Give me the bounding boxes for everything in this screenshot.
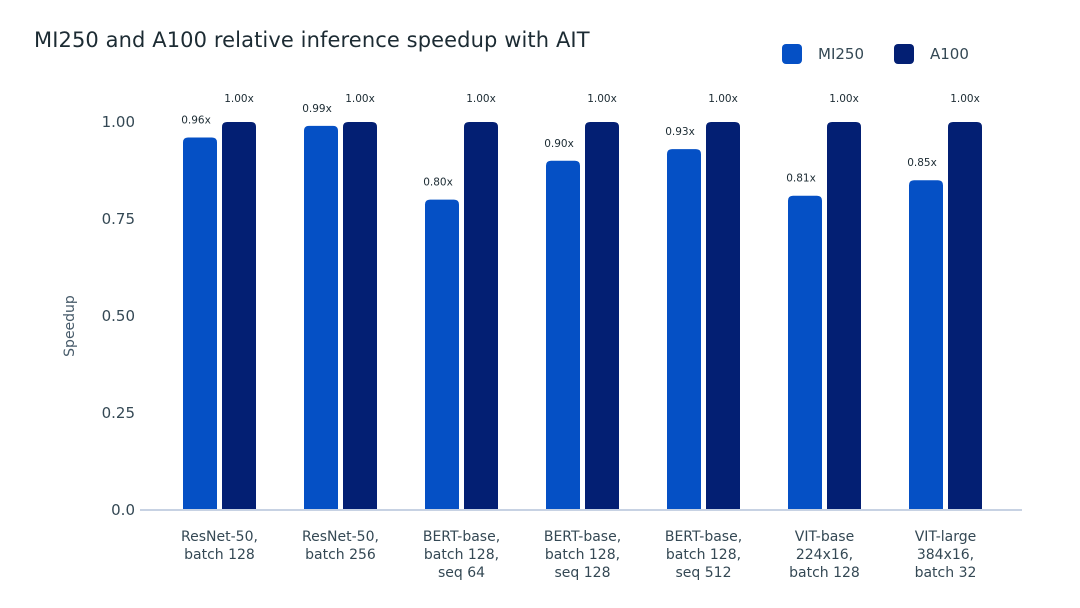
x-tick-label: BERT-base, [423,529,500,545]
y-tick-label: 0.25 [102,404,135,422]
data-label: 1.00x [587,93,617,105]
legend-label-mi250: MI250 [818,45,864,63]
bar-a100 [827,122,861,510]
chart-title: MI250 and A100 relative inference speedu… [34,28,590,52]
y-tick-label: 0.0 [111,501,135,519]
data-label: 1.00x [224,93,254,105]
bar-a100 [948,122,982,510]
x-tick-label: ResNet-50, [181,529,258,545]
legend-swatch-mi250 [782,44,802,64]
bar-mi250 [546,160,580,511]
x-tick-label: 384x16, [917,547,974,563]
data-label: 1.00x [950,93,980,105]
legend-item-a100: A100 [894,44,969,64]
data-label: 1.00x [466,93,496,105]
bar-a100 [343,122,377,510]
x-tick-label: batch 32 [915,565,977,581]
bar-mi250 [909,180,943,510]
x-tick-label: seq 64 [438,565,485,581]
legend-label-a100: A100 [930,45,969,63]
x-tick-label: BERT-base, [544,529,621,545]
y-axis: 0.0 0.25 0.50 0.75 1.00 [102,113,135,519]
x-tick-label: seq 128 [555,565,611,581]
x-tick-label: ResNet-50, [302,529,379,545]
x-tick-label: BERT-base, [665,529,742,545]
x-axis: ResNet-50, batch 128 ResNet-50, batch 256 BE… [181,529,976,581]
x-tick-label: batch 256 [305,547,376,563]
x-tick-label: VIT-large [915,529,977,545]
legend-item-mi250: MI250 [782,44,864,64]
x-tick-label: batch 128, [424,547,499,563]
y-tick-label: 0.50 [102,307,135,325]
bar-a100 [222,122,256,510]
bar-mi250 [425,199,459,510]
data-label: 0.96x [181,115,211,127]
data-label: 1.00x [708,93,738,105]
data-label: 1.00x [345,93,375,105]
x-tick-label: batch 128 [184,547,255,563]
data-label: 0.85x [907,157,937,169]
legend: MI250 A100 [782,44,999,64]
bar-mi250 [304,125,338,510]
data-label: 0.81x [786,173,816,185]
y-axis-label: Speedup [62,295,78,357]
data-label: 0.93x [665,126,695,138]
x-tick-label: 224x16, [796,547,853,563]
data-label: 0.90x [544,138,574,150]
x-tick-label: seq 512 [676,565,732,581]
bar-mi250 [183,137,217,510]
bar-a100 [464,122,498,510]
data-label: 0.99x [302,103,332,115]
bar-a100 [585,122,619,510]
bar-a100 [706,122,740,510]
data-label: 0.80x [423,177,453,189]
bar-mi250 [788,195,822,510]
x-tick-label: batch 128, [666,547,741,563]
bar-mi250 [667,149,701,510]
legend-swatch-a100 [894,44,914,64]
bars: 0.96x 1.00x 0.99x 1.00x 0.80x 1.00x 0.90x 1.00x… [181,93,982,511]
data-label: 1.00x [829,93,859,105]
y-tick-label: 0.75 [102,210,135,228]
x-tick-label: batch 128 [789,565,860,581]
y-tick-label: 1.00 [102,113,135,131]
x-tick-label: VIT-base [795,529,854,545]
x-tick-label: batch 128, [545,547,620,563]
